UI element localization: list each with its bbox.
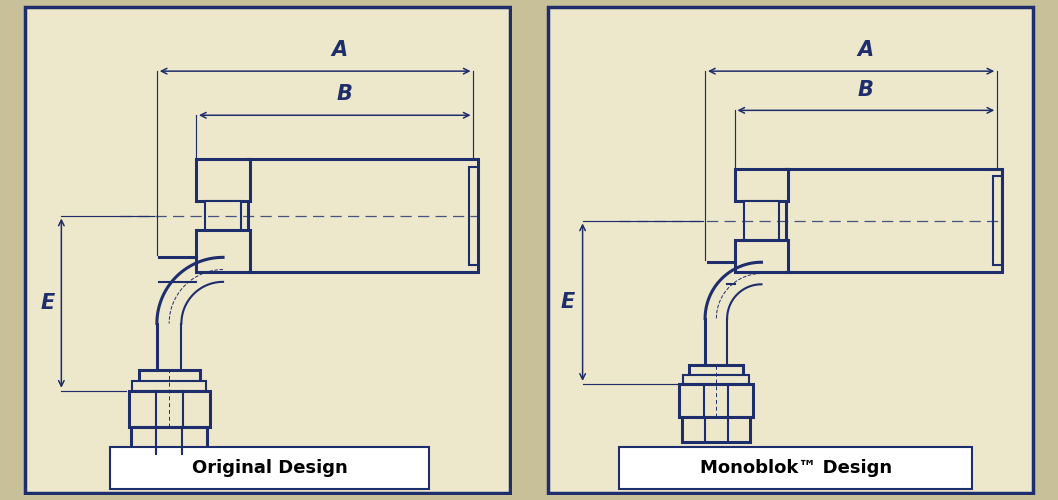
Bar (734, 240, 788, 272)
Bar (745, 201, 779, 240)
Bar (139, 370, 200, 381)
Text: B: B (858, 80, 874, 100)
Text: Original Design: Original Design (191, 460, 347, 477)
Bar (110, 448, 428, 489)
Bar (734, 169, 788, 201)
Text: E: E (40, 293, 55, 313)
Bar (196, 160, 250, 201)
Bar (679, 384, 753, 417)
Bar (131, 428, 207, 454)
Text: A: A (331, 40, 348, 60)
Bar (683, 375, 749, 384)
Bar (992, 176, 1002, 264)
Bar (204, 201, 241, 230)
Bar (129, 390, 209, 428)
Bar (196, 230, 250, 272)
Bar (689, 365, 743, 375)
Text: B: B (336, 84, 352, 104)
FancyBboxPatch shape (24, 8, 510, 492)
Text: A: A (858, 40, 874, 60)
Bar (619, 448, 972, 489)
Text: Monoblok™ Design: Monoblok™ Design (699, 460, 892, 477)
Bar (681, 417, 750, 442)
Bar (469, 166, 478, 264)
Bar (786, 169, 1002, 272)
Text: E: E (561, 292, 576, 312)
Bar (248, 160, 478, 272)
Bar (132, 381, 206, 390)
FancyBboxPatch shape (548, 8, 1034, 492)
